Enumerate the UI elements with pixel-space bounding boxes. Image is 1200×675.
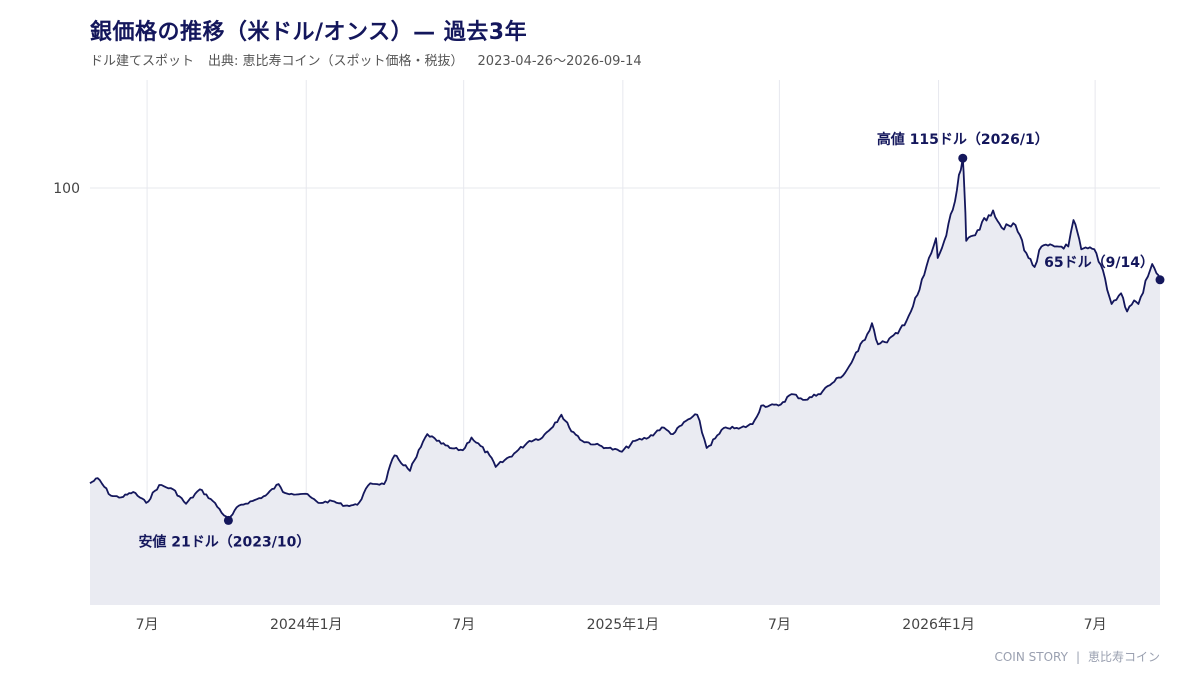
- x-tick-label: 2024年1月: [270, 617, 343, 633]
- x-tick-label: 7月: [452, 617, 475, 633]
- area-layer: [90, 158, 1160, 605]
- x-tick-label: 7月: [768, 617, 791, 633]
- x-tick-label: 7月: [1084, 617, 1107, 633]
- footer-separator: |: [1075, 650, 1080, 664]
- footer-company: 恵比寿コイン: [1087, 650, 1160, 664]
- line-layer: [89, 157, 1161, 522]
- subtitle-price-basis: ドル建てスポット: [90, 54, 195, 69]
- subtitle-date-range: 2023-04-26〜2026-09-14: [477, 54, 642, 69]
- annotation-layer: 高値 115ドル（2026/1） 安値 21ドル（2023/10） 65ドル（9/1…: [138, 131, 1165, 550]
- x-tick-label: 2026年1月: [902, 617, 975, 633]
- high-marker: [958, 153, 968, 163]
- x-tick-label: 7月: [136, 617, 159, 633]
- latest-annotation: 65ドル（9/14）: [1044, 255, 1154, 271]
- price-line: [89, 157, 1161, 522]
- chart-subtitle: ドル建てスポット 出典: 恵比寿コイン（スポット価格・税抜） 2023-04-26〜…: [90, 50, 642, 69]
- x-tick-label: 2025年1月: [587, 617, 660, 633]
- low-marker: [223, 515, 233, 525]
- subtitle-source: 出典: 恵比寿コイン（スポット価格・税抜）: [208, 54, 464, 69]
- footer-credit: COIN STORY | 恵比寿コイン: [994, 648, 1160, 665]
- chart-title: 銀価格の推移（米ドル/オンス）— 過去3年: [90, 20, 528, 45]
- tick-layer: 7月 2024年1月 7月 2025年1月 7月 2026年1月 7月 100: [53, 181, 1106, 633]
- price-area: [90, 158, 1160, 605]
- y-tick-label: 100: [53, 181, 80, 197]
- latest-marker: [1155, 275, 1165, 285]
- footer-brand: COIN STORY: [994, 650, 1068, 664]
- low-annotation: 安値 21ドル（2023/10）: [138, 533, 310, 550]
- high-annotation: 高値 115ドル（2026/1）: [877, 131, 1049, 148]
